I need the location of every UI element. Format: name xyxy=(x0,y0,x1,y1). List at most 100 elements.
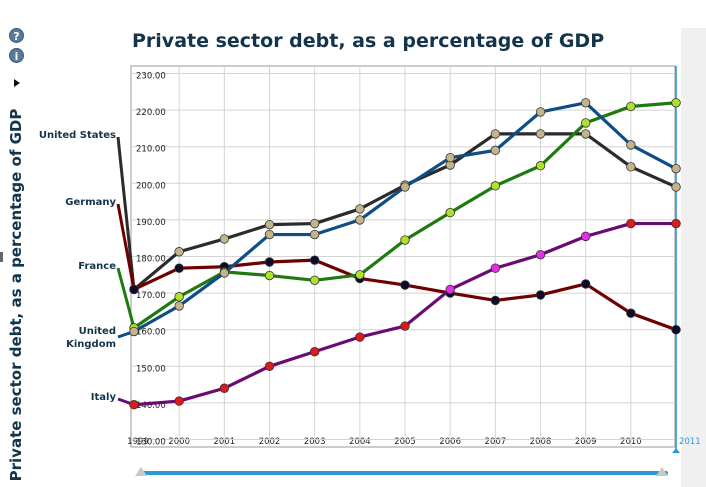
data-point xyxy=(309,229,320,240)
data-point xyxy=(671,218,681,229)
series-leader-line xyxy=(116,203,136,290)
data-point xyxy=(309,346,320,357)
y-tick-label: 160.00 xyxy=(136,328,166,338)
data-point xyxy=(264,229,275,240)
data-point xyxy=(355,215,365,225)
data-point xyxy=(174,396,184,406)
x-tick-label: 2001 xyxy=(214,437,236,447)
data-point xyxy=(535,107,546,117)
data-point xyxy=(400,280,410,290)
series-label: United States xyxy=(39,130,116,141)
data-point xyxy=(400,235,410,245)
y-tick-label: 180.00 xyxy=(136,255,166,265)
x-tick-label: 2008 xyxy=(530,437,552,447)
x-tick-label: 2000 xyxy=(168,437,190,447)
play-icon[interactable] xyxy=(14,79,20,87)
data-point xyxy=(490,295,501,306)
data-point xyxy=(581,129,591,139)
year-range-slider[interactable] xyxy=(140,471,668,475)
data-point xyxy=(671,163,681,174)
help-icon[interactable]: ? xyxy=(9,28,24,43)
x-tick-label: 2003 xyxy=(304,437,326,447)
data-point xyxy=(490,263,501,273)
series-leader-line xyxy=(116,267,136,329)
data-point xyxy=(626,308,636,318)
data-point xyxy=(264,361,275,372)
data-point xyxy=(174,247,184,257)
data-point xyxy=(264,257,275,267)
data-point xyxy=(535,161,546,171)
y-tick-label: 220.00 xyxy=(136,108,166,118)
data-point xyxy=(581,279,591,289)
x-tick-label: 2007 xyxy=(485,437,507,447)
data-point xyxy=(581,231,591,242)
slider-end-handle[interactable] xyxy=(656,467,668,476)
data-point xyxy=(671,182,681,192)
data-point xyxy=(626,218,636,229)
data-point xyxy=(264,219,275,230)
y-tick-label: 210.00 xyxy=(136,145,166,155)
x-tick-label: 2004 xyxy=(349,437,371,447)
data-point xyxy=(129,326,139,337)
data-point xyxy=(671,325,681,335)
data-point xyxy=(671,98,681,108)
data-point xyxy=(626,162,636,172)
series-label: France xyxy=(78,261,116,272)
y-tick-label: 230.00 xyxy=(136,72,166,82)
data-point xyxy=(535,249,546,260)
data-point xyxy=(581,98,591,108)
y-tick-label: 140.00 xyxy=(136,401,166,411)
data-point xyxy=(400,182,410,192)
slider-start-handle[interactable] xyxy=(135,467,147,476)
data-point xyxy=(490,129,501,139)
data-point xyxy=(490,145,501,156)
series-label: Italy xyxy=(91,392,117,403)
x-tick-label: 2010 xyxy=(620,437,642,447)
y-tick-label: 200.00 xyxy=(136,181,166,191)
series-leader-line xyxy=(116,136,136,290)
y-tick-label: 190.00 xyxy=(136,218,166,228)
data-point xyxy=(490,181,501,191)
panel-handle-icon[interactable] xyxy=(0,252,3,262)
chart-title: Private sector debt, as a percentage of … xyxy=(132,30,605,52)
data-point xyxy=(174,292,184,302)
data-point xyxy=(309,255,320,265)
series-label: Germany xyxy=(65,197,116,208)
data-point xyxy=(129,400,139,410)
y-tick-label: 150.00 xyxy=(136,364,166,374)
data-point xyxy=(581,118,591,128)
x-tick-label: 2009 xyxy=(575,437,597,447)
x-tick-label: 2005 xyxy=(394,437,416,447)
data-point xyxy=(626,101,636,112)
data-point xyxy=(535,129,546,139)
data-point xyxy=(129,284,139,295)
side-toolbar: ? i xyxy=(0,0,30,487)
data-point xyxy=(355,270,365,280)
data-point xyxy=(445,284,455,295)
data-point xyxy=(400,321,410,331)
data-point xyxy=(445,207,455,218)
data-point xyxy=(309,218,320,229)
info-icon[interactable]: i xyxy=(9,48,24,63)
data-point xyxy=(219,383,230,393)
data-point xyxy=(535,290,546,300)
current-year-marker xyxy=(672,448,681,453)
current-year-label: 2011 xyxy=(679,437,701,447)
y-tick-label: 170.00 xyxy=(136,291,166,301)
right-panel xyxy=(681,28,706,487)
data-point xyxy=(219,268,230,278)
data-point xyxy=(174,263,184,273)
data-point xyxy=(355,332,365,342)
series-label: Kingdom xyxy=(66,339,116,350)
data-point xyxy=(445,152,455,163)
x-tick-label: 2006 xyxy=(439,437,461,447)
data-point xyxy=(309,275,320,285)
x-tick-label: 1999 xyxy=(127,437,149,447)
series-label: United xyxy=(79,326,116,337)
data-point xyxy=(174,301,184,311)
y-tick-label: 130.00 xyxy=(136,438,166,448)
x-tick-label: 2002 xyxy=(259,437,281,447)
data-point xyxy=(219,234,230,244)
data-point xyxy=(355,204,365,214)
